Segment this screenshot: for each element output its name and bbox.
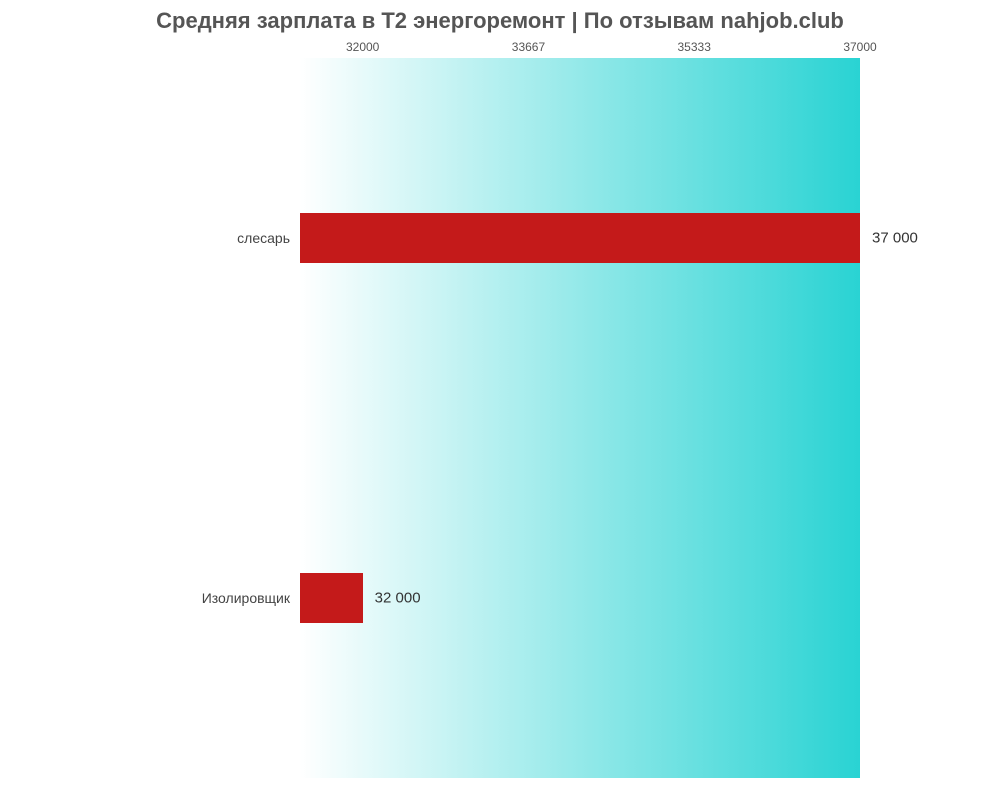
bar <box>300 213 860 263</box>
bar <box>300 573 363 623</box>
plot-area <box>300 58 860 778</box>
x-tick-label: 33667 <box>512 40 545 54</box>
value-label: 37 000 <box>872 230 918 247</box>
x-tick-label: 32000 <box>346 40 379 54</box>
y-tick-label: слесарь <box>237 230 290 246</box>
chart-container: Средняя зарплата в Т2 энергоремонт | По … <box>0 0 1000 800</box>
x-tick-label: 35333 <box>678 40 711 54</box>
x-tick-label: 37000 <box>843 40 876 54</box>
y-tick-label: Изолировщик <box>202 590 290 606</box>
value-label: 32 000 <box>375 590 421 607</box>
chart-title: Средняя зарплата в Т2 энергоремонт | По … <box>0 8 1000 34</box>
